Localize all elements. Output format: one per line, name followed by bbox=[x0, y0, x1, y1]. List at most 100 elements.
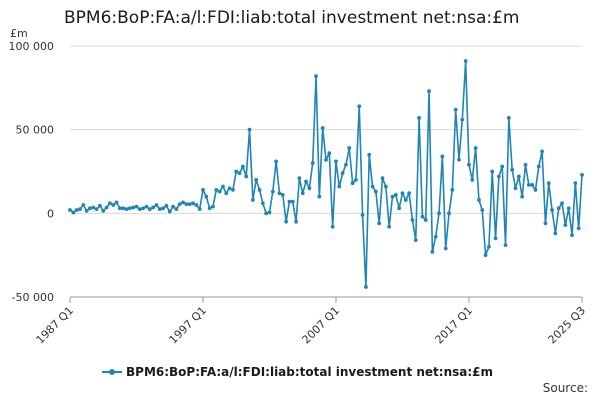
data-point[interactable] bbox=[171, 204, 175, 209]
data-point[interactable] bbox=[580, 172, 584, 177]
data-point[interactable] bbox=[327, 151, 332, 155]
data-point[interactable] bbox=[566, 206, 571, 211]
data-point[interactable] bbox=[430, 249, 435, 254]
data-point[interactable] bbox=[543, 221, 548, 226]
data-point[interactable] bbox=[373, 189, 378, 194]
data-point[interactable] bbox=[440, 154, 445, 159]
data-point[interactable] bbox=[214, 188, 219, 192]
data-point[interactable] bbox=[234, 169, 239, 174]
data-point[interactable] bbox=[217, 189, 222, 194]
data-point[interactable] bbox=[267, 210, 272, 215]
data-point[interactable] bbox=[324, 157, 328, 162]
data-point[interactable] bbox=[204, 194, 209, 199]
data-point[interactable] bbox=[473, 146, 478, 150]
data-point[interactable] bbox=[573, 181, 578, 186]
data-point[interactable] bbox=[576, 226, 581, 231]
data-point[interactable] bbox=[570, 233, 574, 237]
data-point[interactable] bbox=[383, 184, 388, 189]
data-point[interactable] bbox=[124, 207, 129, 212]
data-point[interactable] bbox=[364, 285, 368, 289]
data-point[interactable] bbox=[197, 207, 202, 212]
data-point[interactable] bbox=[274, 159, 279, 164]
data-point[interactable] bbox=[94, 207, 99, 212]
data-point[interactable] bbox=[154, 203, 159, 207]
data-point[interactable] bbox=[427, 89, 431, 94]
data-point[interactable] bbox=[270, 189, 275, 194]
data-point[interactable] bbox=[300, 191, 305, 196]
data-point[interactable] bbox=[284, 219, 288, 224]
data-point[interactable] bbox=[477, 198, 481, 202]
data-point[interactable] bbox=[433, 234, 438, 239]
data-point[interactable] bbox=[393, 193, 398, 197]
data-point[interactable] bbox=[377, 221, 382, 226]
data-point[interactable] bbox=[157, 207, 162, 212]
data-point[interactable] bbox=[254, 177, 259, 182]
data-point[interactable] bbox=[280, 193, 285, 197]
data-point[interactable] bbox=[167, 209, 172, 214]
data-point[interactable] bbox=[297, 176, 302, 181]
data-point[interactable] bbox=[556, 206, 561, 211]
data-point[interactable] bbox=[410, 218, 415, 222]
data-point[interactable] bbox=[147, 207, 152, 212]
data-point[interactable] bbox=[244, 174, 249, 179]
data-point[interactable] bbox=[407, 191, 412, 196]
data-point[interactable] bbox=[423, 218, 428, 222]
data-point[interactable] bbox=[68, 208, 72, 212]
data-point[interactable] bbox=[221, 184, 225, 189]
data-point[interactable] bbox=[250, 198, 255, 202]
data-point[interactable] bbox=[387, 224, 392, 229]
data-point[interactable] bbox=[540, 149, 544, 154]
data-point[interactable] bbox=[117, 206, 122, 211]
data-point[interactable] bbox=[177, 202, 182, 207]
data-point[interactable] bbox=[437, 211, 441, 216]
data-point[interactable] bbox=[174, 207, 179, 212]
data-point[interactable] bbox=[151, 205, 156, 210]
data-point[interactable] bbox=[483, 253, 488, 258]
data-point[interactable] bbox=[164, 203, 169, 208]
data-point[interactable] bbox=[260, 201, 265, 206]
data-point[interactable] bbox=[513, 186, 518, 191]
data-point[interactable] bbox=[108, 201, 112, 206]
data-point[interactable] bbox=[480, 208, 485, 212]
data-point[interactable] bbox=[290, 199, 295, 204]
data-point[interactable] bbox=[240, 164, 245, 169]
data-point[interactable] bbox=[350, 181, 355, 186]
data-point[interactable] bbox=[294, 219, 298, 224]
data-point[interactable] bbox=[357, 104, 362, 109]
data-point[interactable] bbox=[447, 211, 451, 216]
data-point[interactable] bbox=[344, 162, 348, 167]
data-point[interactable] bbox=[500, 164, 505, 169]
data-point[interactable] bbox=[546, 181, 551, 186]
data-point[interactable] bbox=[467, 162, 471, 167]
data-point[interactable] bbox=[317, 194, 322, 199]
data-point[interactable] bbox=[453, 107, 458, 112]
data-point[interactable] bbox=[101, 208, 106, 213]
data-point[interactable] bbox=[530, 182, 535, 187]
data-point[interactable] bbox=[560, 201, 564, 206]
data-point[interactable] bbox=[98, 203, 102, 208]
data-point[interactable] bbox=[563, 223, 568, 227]
data-point[interactable] bbox=[247, 127, 252, 132]
data-point[interactable] bbox=[450, 188, 455, 192]
data-point[interactable] bbox=[161, 206, 165, 211]
data-point[interactable] bbox=[443, 246, 448, 251]
data-point[interactable] bbox=[397, 206, 402, 211]
data-point[interactable] bbox=[510, 167, 515, 172]
data-point[interactable] bbox=[74, 208, 79, 212]
data-point[interactable] bbox=[227, 186, 232, 191]
data-point[interactable] bbox=[84, 208, 89, 213]
data-point[interactable] bbox=[526, 182, 531, 187]
data-point[interactable] bbox=[340, 171, 345, 176]
data-point[interactable] bbox=[470, 177, 475, 182]
data-point[interactable] bbox=[207, 206, 212, 211]
data-point[interactable] bbox=[370, 184, 375, 189]
data-point[interactable] bbox=[191, 201, 195, 206]
data-point[interactable] bbox=[141, 206, 146, 211]
data-point[interactable] bbox=[320, 126, 325, 130]
data-point[interactable] bbox=[550, 208, 554, 212]
data-point[interactable] bbox=[496, 174, 501, 179]
data-point[interactable] bbox=[400, 191, 405, 196]
data-point[interactable] bbox=[137, 207, 142, 212]
data-point[interactable] bbox=[490, 169, 495, 174]
data-point[interactable] bbox=[187, 202, 192, 207]
